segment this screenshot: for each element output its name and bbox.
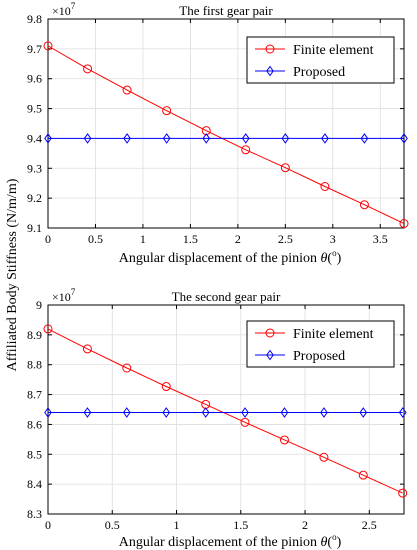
x-axis-label: Angular displacement of the pinion θ(o)	[119, 248, 342, 266]
proposed-point	[320, 407, 328, 418]
x-tick-label: 2.5	[278, 232, 293, 246]
finite-element-point	[320, 181, 330, 191]
y-tick-label: 8.8	[27, 358, 42, 372]
finite-element-point	[161, 382, 171, 392]
finite-element-point	[122, 363, 132, 373]
legend-fe-label: Finite element	[293, 43, 374, 58]
x-tick-label: 1	[174, 518, 180, 532]
y-tick-label: 9.8	[27, 12, 42, 26]
shared-y-axis-label: Affiliated Body Stiffness (N/m/m)	[5, 178, 20, 371]
y-multiplier: ×107	[52, 287, 76, 304]
y-tick-label: 8.3	[27, 507, 42, 521]
legend: Finite element Proposed	[246, 320, 395, 368]
proposed-point	[162, 407, 171, 418]
finite-element-point	[240, 417, 250, 427]
proposed-point	[83, 407, 92, 418]
proposed-point	[122, 407, 131, 418]
plot-area-frame	[47, 18, 405, 229]
y-tick-label: 8.4	[27, 477, 42, 491]
proposed-point	[162, 133, 171, 144]
finite-element-point	[82, 344, 92, 354]
legend-fe-label: Finite element	[293, 327, 374, 342]
x-tick-label: 0	[45, 232, 51, 246]
proposed-point	[241, 133, 250, 144]
x-tick-label: 1.5	[183, 232, 198, 246]
proposed-point	[202, 133, 211, 144]
legend-proposed-label: Proposed	[293, 65, 345, 80]
y-tick-label: 9.2	[27, 191, 42, 205]
proposed-point	[360, 133, 369, 144]
x-axis-label: Angular displacement of the pinion θ(o)	[119, 532, 342, 550]
finite-element-point	[43, 324, 53, 334]
finite-element-point	[122, 85, 132, 95]
proposed-point	[241, 407, 249, 418]
finite-element-series-line	[47, 328, 403, 494]
x-tick-label: 0.5	[88, 232, 103, 246]
x-tick-label: 2.5	[362, 518, 377, 532]
y-tick-label: 9.3	[27, 161, 42, 175]
proposed-point	[400, 133, 408, 144]
y-tick-label: 9	[36, 298, 42, 312]
legend-fe-marker	[265, 328, 275, 338]
legend-fe-marker	[265, 44, 275, 54]
finite-element-point	[399, 219, 409, 229]
y-multiplier: ×107	[52, 1, 76, 18]
chart-second-gear-pair: The second gear pair ×107 Angular displa…	[27, 287, 408, 550]
finite-element-point	[319, 452, 329, 462]
legend: Finite element Proposed	[246, 36, 395, 84]
legend-box	[246, 320, 395, 368]
x-tick-label: 3	[330, 232, 336, 246]
finite-element-point	[83, 64, 93, 74]
finite-element-series-line	[47, 45, 405, 224]
finite-element-point	[162, 106, 172, 116]
proposed-point	[398, 407, 407, 418]
y-tick-label: 8.5	[27, 447, 42, 461]
finite-element-point	[280, 163, 290, 173]
x-tick-label: 1	[140, 232, 146, 246]
finite-element-point	[43, 41, 53, 51]
x-tick-label: 2	[235, 232, 241, 246]
legend-box	[246, 36, 395, 84]
finite-element-point	[398, 488, 408, 498]
legend-proposed-label: Proposed	[293, 349, 345, 364]
x-tick-label: 3.5	[373, 232, 388, 246]
y-tick-label: 9.5	[27, 102, 42, 116]
chart-title: The second gear pair	[172, 289, 281, 304]
proposed-point	[123, 133, 131, 144]
y-tick-label: 9.6	[27, 72, 42, 86]
finite-element-point	[241, 145, 251, 155]
finite-element-point	[279, 435, 289, 445]
x-tick-label: 2	[302, 518, 308, 532]
y-tick-label: 9.1	[27, 221, 42, 235]
proposed-point	[359, 407, 368, 418]
proposed-point	[280, 407, 289, 418]
x-tick-label: 1.5	[233, 518, 248, 532]
x-tick-label: 0.5	[105, 518, 120, 532]
y-tick-label: 9.7	[27, 42, 42, 56]
proposed-point	[201, 407, 210, 418]
proposed-point	[44, 133, 52, 144]
proposed-point	[44, 407, 52, 418]
finite-element-point	[358, 470, 368, 480]
legend-proposed-marker	[266, 65, 274, 77]
chart-first-gear-pair: The first gear pair ×107 Angular displac…	[27, 1, 409, 266]
proposed-point	[321, 133, 329, 144]
legend-proposed-marker	[266, 349, 274, 361]
y-tick-label: 9.4	[27, 131, 42, 145]
y-tick-label: 8.7	[27, 388, 42, 402]
chart-title: The first gear pair	[179, 3, 273, 18]
proposed-point	[281, 133, 290, 144]
x-tick-label: 0	[45, 518, 51, 532]
y-tick-label: 8.9	[27, 328, 42, 342]
y-tick-label: 8.6	[27, 417, 42, 431]
proposed-point	[83, 133, 92, 144]
finite-element-point	[359, 200, 369, 210]
